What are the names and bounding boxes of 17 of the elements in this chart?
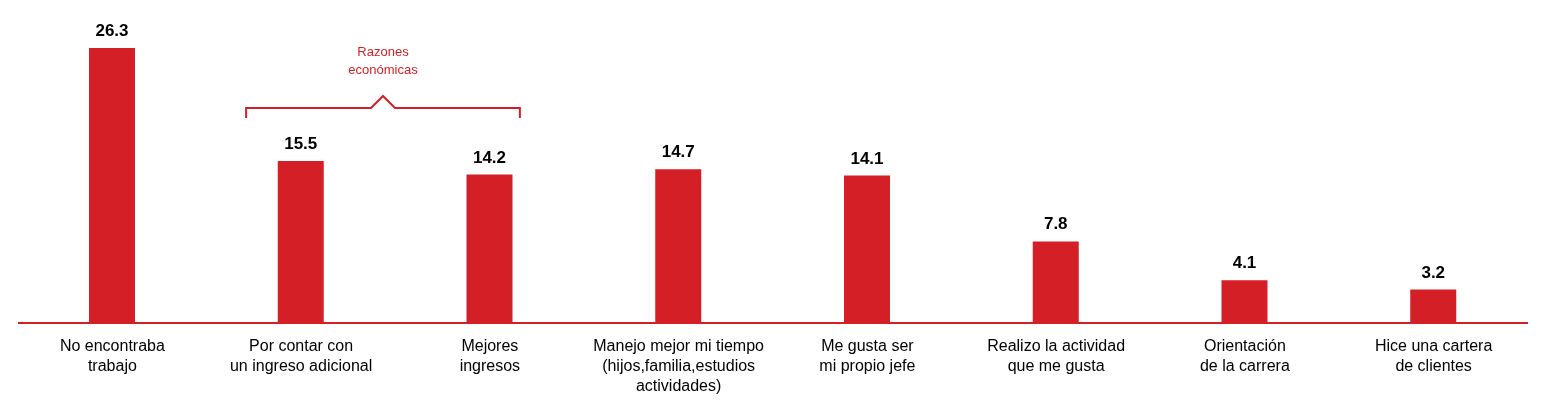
x-tick-label: Manejo mejor mi tiempo (hijos,familia,estudios actividades) (593, 337, 765, 394)
x-tick-label: Por contar con un ingreso adicional (229, 337, 373, 374)
data-label: 26.3 (95, 21, 129, 40)
x-tick-label: Hice una cartera de clientes (1374, 337, 1493, 374)
data-label: 14.2 (472, 147, 507, 167)
x-tick-label: Mejores ingresos (459, 337, 521, 374)
data-label: 15.5 (284, 133, 318, 153)
data-label: 14.7 (661, 142, 695, 162)
data-label: 3.2 (1421, 262, 1446, 282)
data-label: 14.1 (850, 148, 884, 168)
x-tick-label: Orientación de la carrera (1199, 337, 1290, 374)
data-label: 4.1 (1232, 253, 1257, 273)
data-label: 7.8 (1043, 214, 1068, 234)
x-tick-label: Me gusta ser mi propio jefe (819, 337, 916, 374)
annotation: Razones económicas (348, 44, 419, 77)
x-tick-label: No encontraba trabajo (59, 337, 165, 374)
x-tick-label: Realizo la actividad que me gusta (987, 337, 1126, 374)
